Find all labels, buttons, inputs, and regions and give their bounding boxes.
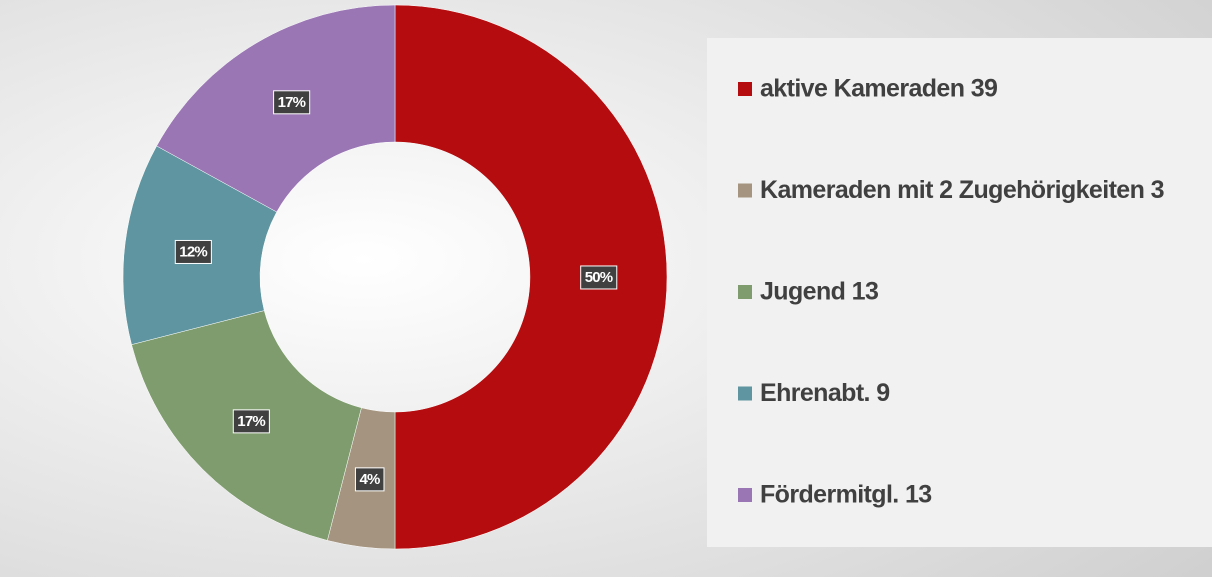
value-label: 17% (237, 413, 265, 430)
legend-box (707, 38, 1212, 547)
legend-swatch (738, 386, 752, 401)
legend: aktive Kameraden 39 Kameraden mit 2 Zugeh… (738, 75, 1165, 509)
legend-label: Ehrenabt. 9 (760, 379, 890, 407)
slice (394, 4, 668, 550)
value-label: 17% (278, 94, 306, 111)
value-label-box (580, 265, 618, 290)
value-label-box (354, 467, 385, 492)
value-label: 12% (179, 243, 207, 260)
legend-swatch (738, 82, 752, 96)
value-label-box (232, 409, 270, 434)
value-label-box (174, 239, 212, 264)
legend-swatch (738, 183, 752, 198)
legend-label: aktive Kameraden 39 (760, 75, 997, 103)
value-label: 4% (359, 471, 380, 488)
value-label: 50% (585, 269, 613, 286)
value-label-box (273, 90, 311, 115)
legend-swatch (738, 285, 752, 299)
legend-label: Fördermitgl. 13 (760, 481, 932, 509)
legend-swatch (738, 488, 752, 502)
data-labels: 50% 4% 17% 12% 17% (174, 90, 618, 492)
legend-label: Kameraden mit 2 Zugehörigkeiten 3 (760, 176, 1164, 204)
legend-label: Jugend 13 (760, 278, 878, 306)
